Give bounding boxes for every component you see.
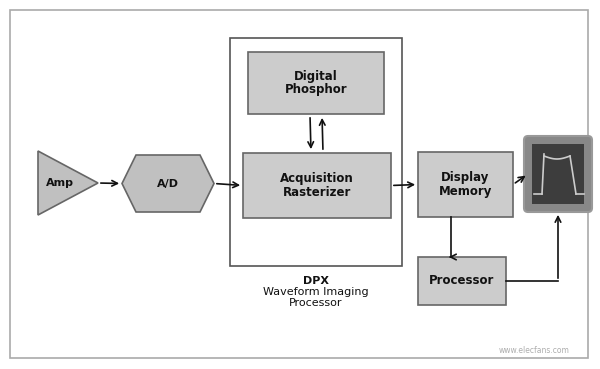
- Polygon shape: [122, 155, 214, 212]
- FancyBboxPatch shape: [524, 136, 592, 212]
- Text: DPX: DPX: [303, 276, 329, 286]
- Text: www.elecfans.com: www.elecfans.com: [499, 346, 570, 355]
- Text: Display: Display: [442, 172, 490, 184]
- Bar: [248, 52, 384, 114]
- Bar: [230, 38, 402, 266]
- Bar: [418, 152, 513, 217]
- Bar: [243, 153, 391, 218]
- Text: Phosphor: Phosphor: [284, 83, 347, 96]
- Text: Rasterizer: Rasterizer: [283, 186, 351, 199]
- Text: Acquisition: Acquisition: [280, 172, 354, 185]
- Text: Memory: Memory: [439, 184, 492, 197]
- Polygon shape: [38, 151, 98, 215]
- Text: Amp: Amp: [46, 178, 74, 188]
- Text: Digital: Digital: [294, 70, 338, 83]
- Text: Processor: Processor: [430, 275, 494, 287]
- Bar: [418, 257, 506, 305]
- Text: A/D: A/D: [157, 179, 179, 189]
- Text: Waveform Imaging: Waveform Imaging: [263, 287, 369, 297]
- Text: Processor: Processor: [289, 298, 343, 308]
- Bar: [532, 144, 584, 204]
